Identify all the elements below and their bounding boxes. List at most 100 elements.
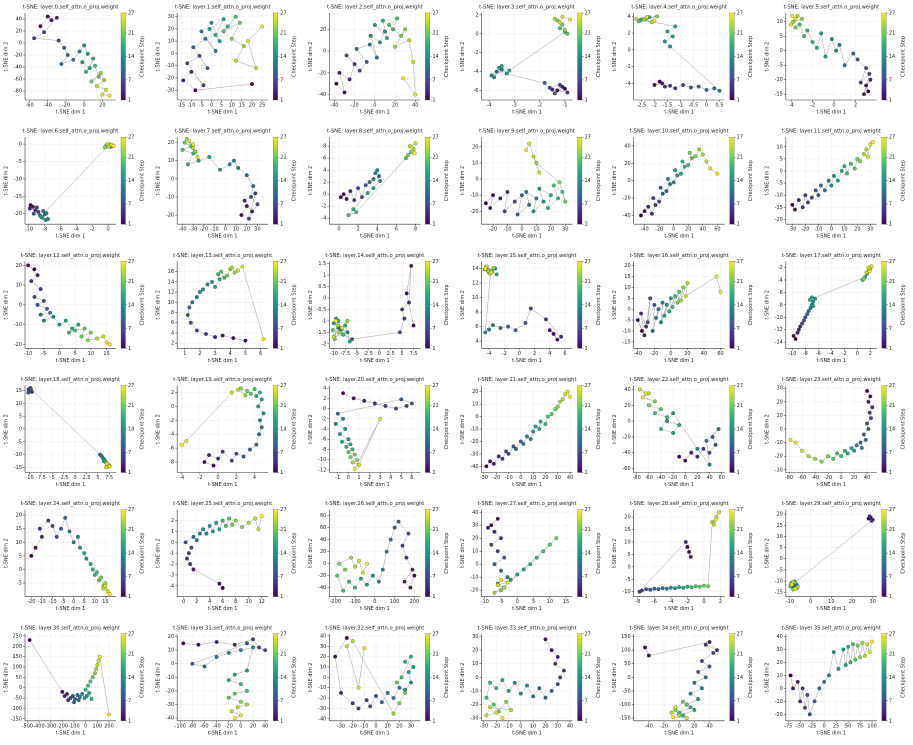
point [341, 416, 346, 421]
point [367, 180, 372, 185]
x-tick-label: -20 [225, 723, 233, 729]
point [812, 699, 817, 704]
colorbar-tick-label: 1 [889, 718, 892, 724]
point [249, 195, 253, 199]
colorbar-tick-label: 1 [889, 594, 892, 600]
point [41, 209, 46, 213]
colorbar-tick-label: 7 [128, 698, 131, 704]
point [373, 171, 378, 176]
x-tick-label: -1 [678, 103, 683, 109]
x-tick-label: -20 [492, 723, 500, 729]
point [868, 77, 873, 82]
x-tick-label: 0 [239, 723, 242, 729]
x-axis-label: t-SNE dim 1 [664, 482, 694, 488]
x-tick-label: 2.5 [387, 351, 395, 357]
colorbar-tick-label: 7 [889, 326, 892, 332]
y-tick-label: 10 [16, 283, 22, 289]
y-tick-label: 40 [16, 17, 22, 23]
colorbar-tick-label: 1 [280, 470, 283, 476]
y-tick-label: 10 [776, 673, 782, 679]
point [85, 51, 90, 56]
y-tick-label: -6 [474, 88, 479, 94]
y-tick-label: -6 [778, 290, 783, 296]
y-tick-label: 0 [780, 686, 783, 692]
colorbar-label: Checkpoint Step [292, 657, 298, 698]
point [852, 166, 857, 171]
point [795, 679, 800, 684]
point [862, 653, 867, 658]
colorbar-tick-label: 14 [889, 178, 895, 184]
x-tick-label: 2 [198, 351, 201, 357]
point [202, 460, 207, 464]
y-tick-label: 30 [320, 644, 326, 650]
x-tick-label: 20 [542, 723, 548, 729]
colorbar-tick-label: 14 [128, 675, 134, 681]
point [216, 272, 221, 277]
point [668, 83, 672, 88]
subplot: -500 -400 -300 -200 -100 0 100 200-150-100-5005… [4, 625, 146, 736]
y-tick-label: 5 [780, 156, 783, 162]
point [549, 689, 554, 693]
point [665, 419, 669, 424]
y-tick-label: 20 [168, 140, 174, 146]
y-axis-label: t-SNE dim 2 [460, 663, 466, 693]
x-axis-label: t-SNE dim 1 [360, 234, 390, 240]
point [186, 551, 191, 556]
point [70, 326, 74, 331]
x-tick-label: -30 [480, 723, 488, 729]
y-tick-label: 2 [475, 12, 478, 18]
point [568, 17, 572, 22]
y-tick-label: -15 [14, 465, 22, 471]
point [673, 86, 678, 91]
point [90, 567, 95, 572]
point [861, 152, 866, 157]
y-tick-label: -4 [321, 216, 326, 222]
colorbar-tick-label: 1 [737, 222, 740, 228]
y-tick-label: 6 [475, 324, 478, 330]
point [491, 461, 496, 466]
colorbar-tick-label: 14 [585, 551, 591, 557]
point [491, 265, 496, 270]
point [370, 573, 375, 578]
point [498, 196, 503, 201]
x-tick-label: 0 [84, 723, 87, 729]
point [842, 63, 847, 68]
point [528, 562, 533, 567]
x-tick-label: 40 [701, 351, 707, 357]
point [243, 393, 248, 398]
x-tick-label: 7.5 [410, 351, 418, 357]
y-tick-label: 250 [12, 633, 22, 639]
point [832, 173, 836, 178]
colorbar-tick-label: 21 [737, 403, 743, 409]
y-tick-label: -40 [166, 716, 174, 722]
point [350, 447, 355, 452]
point [652, 83, 657, 87]
y-tick-label: 10 [776, 144, 782, 150]
point [82, 326, 87, 331]
point [248, 447, 252, 452]
colorbar [273, 385, 278, 473]
subplot-title: t-SNE: layer.13.self_attn.o_proj.weight [173, 253, 272, 259]
point [660, 81, 665, 86]
y-tick-label: 12 [168, 290, 174, 296]
colorbar-tick-label: 21 [128, 651, 134, 657]
point [197, 290, 202, 294]
x-tick-label: 0 [378, 351, 381, 357]
colorbar-label: Checkpoint Step [292, 160, 298, 201]
colorbar-tick-label: 7 [737, 450, 740, 456]
point [655, 14, 659, 19]
point [658, 185, 663, 190]
colorbar-tick-label: 7 [585, 698, 588, 704]
colorbar-tick-label: 27 [280, 11, 286, 17]
subplot: -15 -10 -5 0 5 10 15 20 25-30-20-100102030t-SNE:… [156, 5, 298, 116]
point [233, 518, 238, 523]
y-tick-label: -10 [775, 579, 783, 585]
x-tick-label: 2 [869, 351, 872, 357]
point [399, 675, 404, 680]
point [43, 218, 48, 222]
x-tick-label: -20 [351, 103, 359, 109]
y-tick-label: 20 [776, 660, 782, 666]
colorbar-tick-label: 27 [432, 631, 438, 637]
